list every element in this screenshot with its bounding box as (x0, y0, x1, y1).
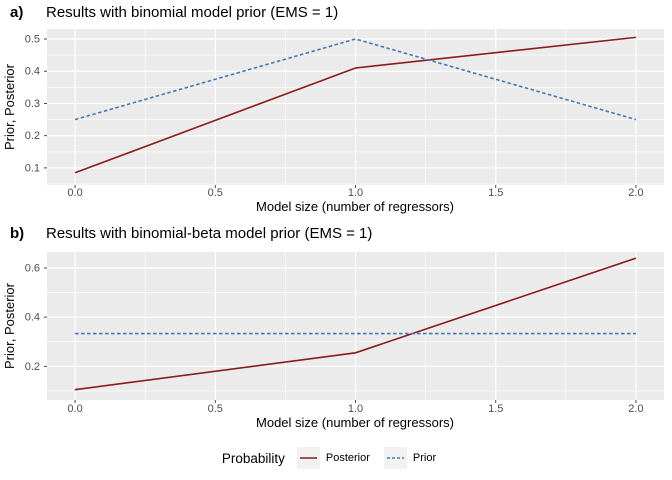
y-tick-label: 0.2 (25, 130, 40, 142)
legend-key-posterior-icon (296, 447, 320, 469)
legend-key-prior-icon (383, 447, 407, 469)
x-tick-label: 2.0 (628, 403, 643, 415)
axis-ticks: 0.0 0.5 1.0 1.5 2.0 0.1 0.2 0.3 0.4 0.5 (25, 33, 644, 199)
posterior-line (74, 36, 637, 174)
x-tick-label: 1.5 (488, 187, 503, 199)
series-lines (74, 36, 637, 174)
panel-b-plot-area: 0.0 0.5 1.0 1.5 2.0 0.2 0.4 0.6 (25, 252, 664, 415)
posterior-line (74, 257, 637, 391)
series-lines (74, 257, 637, 391)
y-tick-label: 0.4 (25, 66, 40, 78)
legend: Probability Posterior Prior (0, 436, 672, 480)
y-axis-title-a: Prior, Posterior (2, 63, 17, 150)
legend-entry-prior: Prior (383, 447, 437, 469)
chart-b: b) Results with binomial-beta model prio… (2, 225, 664, 430)
x-axis-title-a: Model size (number of regressors) (256, 199, 454, 214)
panel-a-title: Results with binomial model prior (EMS =… (46, 4, 338, 21)
axis-ticks: 0.0 0.5 1.0 1.5 2.0 0.2 0.4 0.6 (25, 262, 644, 415)
x-tick-label: 0.5 (208, 187, 223, 199)
x-tick-label: 1.5 (488, 403, 503, 415)
x-tick-label: 2.0 (628, 187, 643, 199)
gridlines (47, 29, 664, 185)
y-tick-label: 0.1 (25, 162, 40, 174)
chart-a: a) Results with binomial model prior (EM… (2, 4, 664, 214)
y-tick-label: 0.3 (25, 98, 40, 110)
legend-title: Probability (221, 450, 285, 466)
y-tick-label: 0.4 (25, 312, 40, 324)
panel-a-tag: a) (10, 4, 23, 21)
x-tick-label: 1.0 (348, 187, 363, 199)
panel-b-title: Results with binomial-beta model prior (… (46, 225, 372, 242)
y-axis-title-b: Prior, Posterior (2, 282, 17, 369)
y-tick-label: 0.2 (25, 361, 40, 373)
panel-b-tag: b) (10, 225, 24, 242)
legend-entry-posterior: Posterior (296, 447, 370, 469)
x-tick-label: 0.0 (67, 187, 82, 199)
y-tick-label: 0.6 (25, 262, 40, 274)
panel-a-plot-area: 0.0 0.5 1.0 1.5 2.0 0.1 0.2 0.3 0.4 0.5 (25, 29, 664, 199)
legend-label-prior: Prior (412, 452, 437, 464)
legend-label-posterior: Posterior (325, 452, 370, 464)
gridlines (47, 252, 664, 400)
prior-line (74, 38, 637, 121)
y-tick-label: 0.5 (25, 33, 40, 45)
x-tick-label: 1.0 (348, 403, 363, 415)
x-tick-label: 0.0 (67, 403, 82, 415)
x-tick-label: 0.5 (208, 403, 223, 415)
x-axis-title-b: Model size (number of regressors) (256, 415, 454, 430)
